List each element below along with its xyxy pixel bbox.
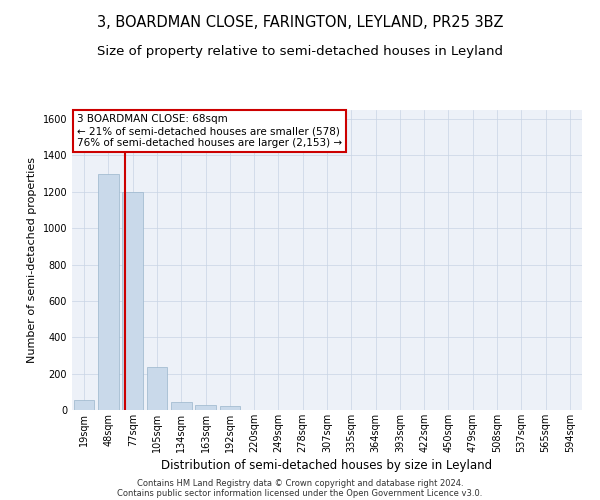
Text: 3 BOARDMAN CLOSE: 68sqm
← 21% of semi-detached houses are smaller (578)
76% of s: 3 BOARDMAN CLOSE: 68sqm ← 21% of semi-de… bbox=[77, 114, 342, 148]
Bar bbox=[195, 404, 216, 410]
Text: Contains public sector information licensed under the Open Government Licence v3: Contains public sector information licen… bbox=[118, 488, 482, 498]
Text: 3, BOARDMAN CLOSE, FARINGTON, LEYLAND, PR25 3BZ: 3, BOARDMAN CLOSE, FARINGTON, LEYLAND, P… bbox=[97, 15, 503, 30]
Bar bbox=[98, 174, 119, 410]
Bar bbox=[122, 192, 143, 410]
Y-axis label: Number of semi-detached properties: Number of semi-detached properties bbox=[27, 157, 37, 363]
Bar bbox=[146, 368, 167, 410]
Bar bbox=[220, 406, 240, 410]
Text: Contains HM Land Registry data © Crown copyright and database right 2024.: Contains HM Land Registry data © Crown c… bbox=[137, 478, 463, 488]
Bar bbox=[171, 402, 191, 410]
Bar bbox=[74, 400, 94, 410]
X-axis label: Distribution of semi-detached houses by size in Leyland: Distribution of semi-detached houses by … bbox=[161, 459, 493, 472]
Text: Size of property relative to semi-detached houses in Leyland: Size of property relative to semi-detach… bbox=[97, 45, 503, 58]
